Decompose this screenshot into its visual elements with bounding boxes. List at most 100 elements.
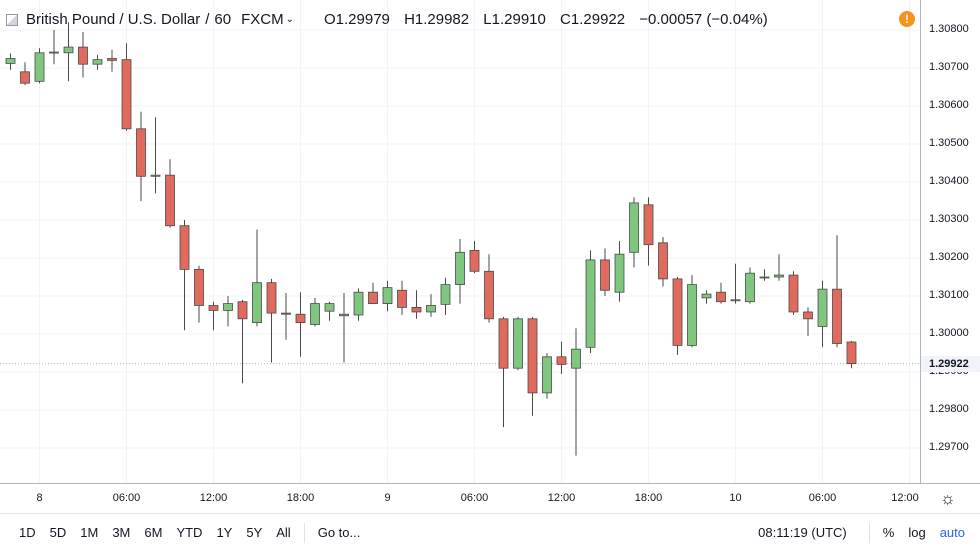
candle[interactable]	[237, 299, 248, 384]
candle[interactable]	[368, 282, 378, 305]
candle[interactable]	[701, 290, 712, 304]
chevron-down-icon[interactable]: ⌄	[285, 14, 294, 25]
candle[interactable]	[397, 280, 407, 315]
range-button-ytd[interactable]: YTD	[176, 525, 203, 540]
candle[interactable]	[846, 340, 857, 369]
candle[interactable]	[49, 30, 59, 65]
candle[interactable]	[223, 296, 233, 327]
candle-body	[397, 289, 407, 308]
time-axis[interactable]: ☼ 8 06:00 12:00 18:00 9 06:00 12:00 18:00 10 06:0…	[0, 483, 980, 513]
legend-change: −0.00057 (−0.04%)	[639, 11, 768, 28]
candle[interactable]	[556, 341, 567, 374]
range-button-1m[interactable]: 1M	[80, 525, 99, 540]
range-button-5d[interactable]: 5D	[49, 525, 67, 540]
candle[interactable]	[745, 267, 755, 304]
candle[interactable]	[121, 43, 132, 131]
range-button-1y[interactable]: 1Y	[216, 525, 233, 540]
candle[interactable]	[571, 328, 581, 456]
candle[interactable]	[136, 111, 146, 201]
chart-area[interactable]: British Pound / U.S. Dollar / 60 FXCM ⌄ …	[0, 0, 920, 483]
candle[interactable]	[440, 277, 451, 315]
candle[interactable]	[92, 54, 103, 70]
toolbar-divider-right	[868, 522, 870, 543]
auto-toggle[interactable]: auto	[939, 525, 965, 540]
candle[interactable]	[716, 282, 726, 304]
candle[interactable]	[687, 275, 697, 348]
candle[interactable]	[295, 292, 306, 357]
candle[interactable]	[150, 117, 161, 194]
range-button-5y[interactable]: 5Y	[246, 525, 263, 540]
candle[interactable]	[484, 254, 494, 323]
candle[interactable]	[759, 269, 770, 281]
price-tick-label: 1.30300	[929, 213, 969, 225]
candle[interactable]	[672, 277, 683, 355]
candle[interactable]	[20, 62, 30, 86]
candle[interactable]	[730, 263, 741, 304]
candle[interactable]	[266, 278, 277, 363]
percent-toggle[interactable]: %	[882, 525, 895, 540]
candle-body	[179, 225, 190, 270]
candle[interactable]	[643, 197, 654, 266]
legend-source[interactable]: FXCM	[241, 11, 284, 28]
price-tick-label: 1.30600	[929, 99, 969, 111]
candle[interactable]	[469, 240, 480, 274]
warning-icon[interactable]: !	[899, 11, 915, 27]
candle-body	[658, 242, 668, 280]
candle[interactable]	[600, 248, 610, 297]
price-axis[interactable]: 1.30800 1.30700 1.30600 1.30500 1.30400 1.303…	[920, 0, 980, 483]
candle[interactable]	[527, 316, 538, 416]
time-tick-label: 9	[384, 492, 391, 504]
candle-body	[759, 276, 770, 279]
price-tick-label: 1.30000	[929, 327, 969, 339]
price-tick-label: 1.30500	[929, 137, 969, 149]
legend-symbol[interactable]: British Pound / U.S. Dollar	[26, 11, 201, 28]
candle[interactable]	[339, 292, 349, 363]
candle[interactable]	[658, 237, 668, 287]
candle[interactable]	[324, 301, 335, 321]
time-tick-label: 12:00	[547, 492, 576, 504]
candle[interactable]	[252, 229, 262, 327]
candle[interactable]	[629, 197, 639, 268]
candle[interactable]	[107, 49, 117, 72]
candle[interactable]	[63, 22, 74, 82]
candlestick-chart[interactable]	[0, 0, 920, 483]
range-button-all[interactable]: All	[276, 525, 291, 540]
candle[interactable]	[817, 280, 828, 348]
candle[interactable]	[194, 265, 204, 323]
candle[interactable]	[455, 239, 465, 304]
gear-icon[interactable]: ☼	[940, 489, 956, 508]
candle[interactable]	[585, 250, 596, 353]
candle[interactable]	[774, 254, 784, 281]
legend-interval[interactable]: 60	[214, 11, 232, 28]
candle[interactable]	[803, 307, 813, 336]
candle[interactable]	[281, 292, 291, 340]
candle[interactable]	[34, 48, 45, 84]
goto-button[interactable]: Go to...	[317, 525, 361, 540]
candle[interactable]	[5, 53, 16, 70]
time-tick-label: 18:00	[634, 492, 663, 504]
candle[interactable]	[832, 235, 842, 348]
candle-body	[63, 46, 74, 54]
candle-body	[571, 348, 581, 369]
range-button-3m[interactable]: 3M	[112, 525, 131, 540]
candle[interactable]	[165, 159, 175, 228]
candle[interactable]	[614, 240, 625, 302]
candle[interactable]	[78, 31, 88, 78]
candle[interactable]	[208, 301, 219, 331]
candle[interactable]	[353, 288, 364, 321]
price-tick-label: 1.29700	[929, 441, 969, 453]
candle[interactable]	[542, 353, 552, 399]
clock-display[interactable]: 08:11:19 (UTC)	[758, 525, 847, 540]
candle[interactable]	[513, 316, 523, 371]
range-button-1d[interactable]: 1D	[19, 525, 36, 540]
candle[interactable]	[382, 280, 393, 312]
range-button-6m[interactable]: 6M	[144, 525, 163, 540]
candle[interactable]	[498, 316, 509, 428]
candle[interactable]	[179, 220, 190, 331]
candle[interactable]	[310, 297, 320, 327]
candle[interactable]	[788, 271, 799, 315]
candle[interactable]	[426, 294, 436, 317]
candle-body	[150, 174, 161, 177]
log-toggle[interactable]: log	[908, 525, 926, 540]
candle[interactable]	[411, 290, 422, 319]
